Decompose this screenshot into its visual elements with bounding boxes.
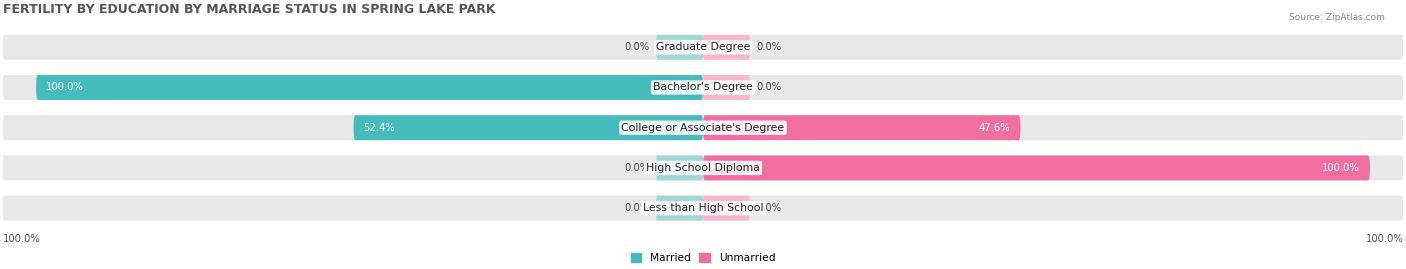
- FancyBboxPatch shape: [353, 115, 703, 140]
- FancyBboxPatch shape: [657, 35, 703, 60]
- Text: 100.0%: 100.0%: [1365, 234, 1403, 244]
- Text: 100.0%: 100.0%: [46, 83, 84, 93]
- Legend: Married, Unmarried: Married, Unmarried: [627, 248, 779, 267]
- Text: 0.0%: 0.0%: [756, 83, 782, 93]
- FancyBboxPatch shape: [3, 196, 1403, 221]
- FancyBboxPatch shape: [3, 155, 1403, 180]
- Text: Bachelor's Degree: Bachelor's Degree: [652, 83, 754, 93]
- FancyBboxPatch shape: [3, 115, 1403, 140]
- Text: 100.0%: 100.0%: [3, 234, 41, 244]
- Text: 100.0%: 100.0%: [1322, 163, 1360, 173]
- Text: 0.0%: 0.0%: [624, 203, 650, 213]
- FancyBboxPatch shape: [703, 75, 749, 100]
- Text: Less than High School: Less than High School: [643, 203, 763, 213]
- FancyBboxPatch shape: [703, 155, 1369, 180]
- FancyBboxPatch shape: [37, 75, 703, 100]
- FancyBboxPatch shape: [703, 35, 749, 60]
- Text: Graduate Degree: Graduate Degree: [655, 42, 751, 52]
- Text: FERTILITY BY EDUCATION BY MARRIAGE STATUS IN SPRING LAKE PARK: FERTILITY BY EDUCATION BY MARRIAGE STATU…: [3, 3, 495, 16]
- Text: 47.6%: 47.6%: [979, 123, 1011, 133]
- Text: College or Associate's Degree: College or Associate's Degree: [621, 123, 785, 133]
- FancyBboxPatch shape: [3, 75, 1403, 100]
- Text: 0.0%: 0.0%: [756, 42, 782, 52]
- Text: 52.4%: 52.4%: [364, 123, 395, 133]
- Text: 0.0%: 0.0%: [756, 203, 782, 213]
- FancyBboxPatch shape: [657, 196, 703, 221]
- FancyBboxPatch shape: [703, 196, 749, 221]
- Text: 0.0%: 0.0%: [624, 42, 650, 52]
- Text: High School Diploma: High School Diploma: [647, 163, 759, 173]
- FancyBboxPatch shape: [657, 155, 703, 180]
- Text: 0.0%: 0.0%: [624, 163, 650, 173]
- FancyBboxPatch shape: [3, 35, 1403, 60]
- FancyBboxPatch shape: [703, 115, 1021, 140]
- Text: Source: ZipAtlas.com: Source: ZipAtlas.com: [1289, 13, 1385, 22]
